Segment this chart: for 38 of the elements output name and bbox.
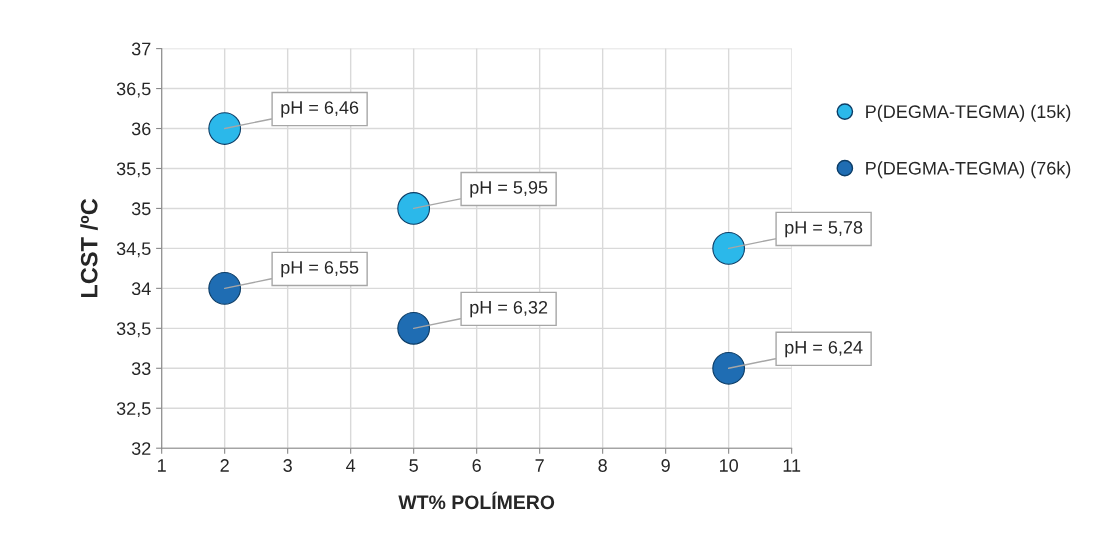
- x-tick-label: 6: [472, 459, 481, 472]
- annotation: pH = 5,78: [785, 221, 863, 238]
- legend-label: P(DEGMA-TEGMA) (76k): [866, 161, 1071, 179]
- y-tick-label: 34,5: [116, 242, 151, 258]
- annotation: pH = 5,95: [470, 181, 548, 198]
- point: [397, 311, 431, 345]
- y-tick-label: 32: [131, 442, 151, 455]
- y-tick-label: 37: [131, 42, 151, 56]
- y-tick-label: 35,5: [116, 162, 151, 178]
- legend-label: P(DEGMA-TEGMA) (15k): [866, 104, 1071, 122]
- point: [712, 232, 746, 265]
- y-tick-label: 32,5: [116, 402, 151, 418]
- x-tick-label: 8: [598, 459, 607, 472]
- y-axis-title: LCST /ºC: [80, 198, 98, 298]
- x-tick-label: 11: [783, 459, 801, 472]
- x-tick-label: 5: [409, 459, 418, 472]
- x-tick-label: 4: [346, 459, 356, 472]
- y-tick-label: 33: [131, 362, 151, 375]
- x-tick-label: 3: [283, 459, 292, 472]
- x-axis-title: WT% POLÍMERO: [398, 491, 555, 510]
- point: [208, 112, 242, 145]
- y-tick-label: 33,5: [116, 322, 151, 338]
- y-tick-label: 36: [131, 122, 151, 136]
- y-tick-label: 35: [131, 202, 151, 216]
- point: [712, 351, 746, 385]
- annotation: pH = 6,55: [281, 260, 359, 278]
- annotation: pH = 6,32: [470, 300, 548, 318]
- x-tick-label: 2: [220, 459, 229, 472]
- annotation: pH = 6,24: [785, 340, 863, 358]
- point: [397, 192, 431, 225]
- x-tick-label: 10: [719, 459, 738, 472]
- annotation: pH = 6,46: [281, 101, 359, 118]
- y-tick-label: 36,5: [116, 82, 151, 98]
- x-tick-label: 1: [158, 459, 166, 472]
- x-tick-label: 9: [661, 459, 670, 472]
- x-tick-label: 7: [535, 459, 544, 472]
- point: [208, 271, 242, 305]
- y-tick-label: 34: [131, 282, 151, 296]
